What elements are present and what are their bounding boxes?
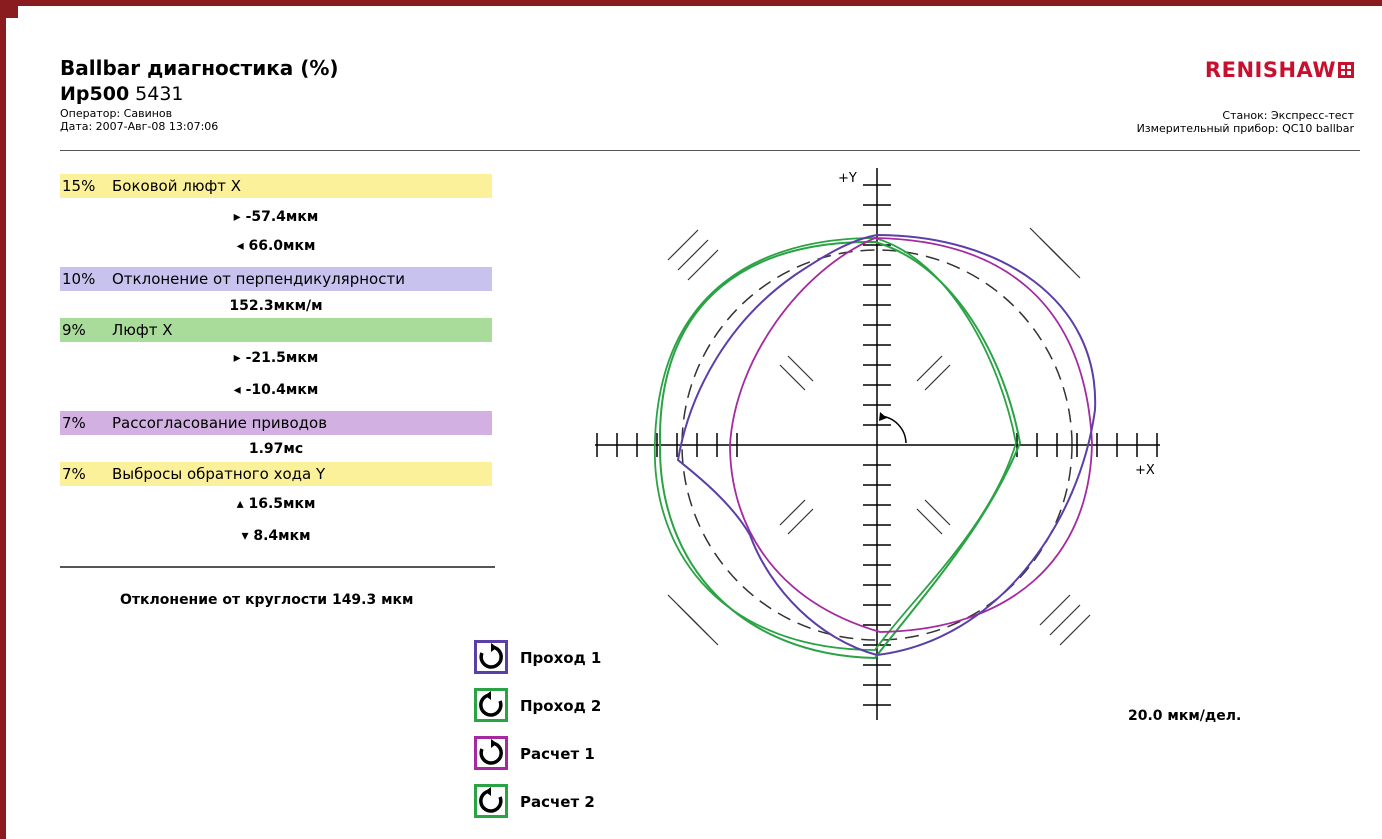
diag-percent: 15% — [62, 177, 96, 195]
plot-scale: 20.0 мкм/дел. — [1128, 708, 1242, 724]
diag-percent: 9% — [62, 321, 86, 339]
direction-arrowhead-icon — [879, 412, 887, 421]
diagonal-hatch-marks — [667, 227, 1091, 646]
diag-label: Отклонение от перпендикулярности — [112, 270, 405, 288]
trace-calc-2 — [653, 237, 1017, 651]
diag-value: ◂ -10.4мкм — [233, 382, 319, 398]
machine-number: 5431 — [135, 83, 184, 105]
brand-text: RENISHAW — [1204, 58, 1336, 82]
counterclockwise-arrow-icon — [479, 787, 503, 813]
machine-id: Ир500 5431 — [60, 83, 184, 105]
diag-percent: 7% — [62, 414, 86, 432]
diag-value: ▴ 16.5мкм — [236, 496, 316, 512]
diag-value: 1.97мс — [248, 441, 304, 457]
y-axis-label: +Y — [838, 171, 857, 186]
diag-band-1: 15% Боковой люфт X — [60, 174, 492, 198]
legend-swatch — [474, 784, 508, 818]
legend-label: Расчет 1 — [520, 745, 595, 763]
machine-name: Ир500 — [60, 83, 130, 105]
legend-swatch — [474, 640, 508, 674]
counterclockwise-arrow-icon — [479, 691, 503, 717]
trace-run-2 — [658, 240, 1022, 660]
legend-label: Расчет 2 — [520, 793, 595, 811]
axis-ticks — [596, 184, 1158, 706]
header-divider — [60, 150, 1360, 151]
clockwise-arrow-icon — [479, 643, 503, 669]
diag-value: ◂ 66.0мкм — [236, 238, 316, 254]
circularity-readout: Отклонение от круглости 149.3 мкм — [120, 592, 414, 608]
legend-label: Проход 1 — [520, 649, 602, 667]
legend-swatch — [474, 736, 508, 770]
direction-arc-icon — [879, 415, 907, 444]
legend-swatch — [474, 688, 508, 722]
diag-label: Рассогласование приводов — [112, 414, 328, 432]
diag-value: ▾ 8.4мкм — [241, 528, 311, 544]
diag-value: ▸ -21.5мкм — [233, 350, 319, 366]
legend-label: Проход 2 — [520, 697, 602, 715]
diag-divider — [60, 566, 495, 568]
diag-label: Люфт X — [112, 321, 173, 339]
diag-percent: 7% — [62, 465, 86, 483]
diag-label: Выбросы обратного хода Y — [112, 465, 326, 483]
diag-value: 152.3мкм/м — [229, 298, 323, 314]
diag-band-2: 10% Отклонение от перпендикулярности — [60, 267, 492, 291]
renishaw-logo: RENISHAW — [1205, 58, 1354, 82]
diag-label: Боковой люфт X — [112, 177, 242, 195]
report-title: Ballbar диагностика (%) — [60, 56, 339, 80]
diag-band-5: 7% Выбросы обратного хода Y — [60, 462, 492, 486]
x-axis-label: +X — [1135, 463, 1155, 478]
machine-line: Станок: Экспресс-тест — [1222, 109, 1354, 122]
instrument-line: Измерительный прибор: QC10 ballbar — [1136, 122, 1354, 135]
diag-band-4: 7% Рассогласование приводов — [60, 411, 492, 435]
date-line: Дата: 2007-Авг-08 13:07:06 — [60, 120, 219, 133]
window-corner — [6, 6, 18, 18]
trace-run-1 — [676, 233, 1097, 657]
ballbar-polar-plot: +Y +X — [595, 168, 1160, 720]
diag-value: ▸ -57.4мкм — [233, 209, 319, 225]
trace-calc-1 — [729, 237, 1093, 633]
operator-line: Оператор: Савинов — [60, 107, 173, 120]
brand-mark-icon — [1338, 62, 1354, 78]
diag-band-3: 9% Люфт X — [60, 318, 492, 342]
plot-axes — [595, 168, 1160, 720]
diag-percent: 10% — [62, 270, 96, 288]
clockwise-arrow-icon — [479, 739, 503, 765]
